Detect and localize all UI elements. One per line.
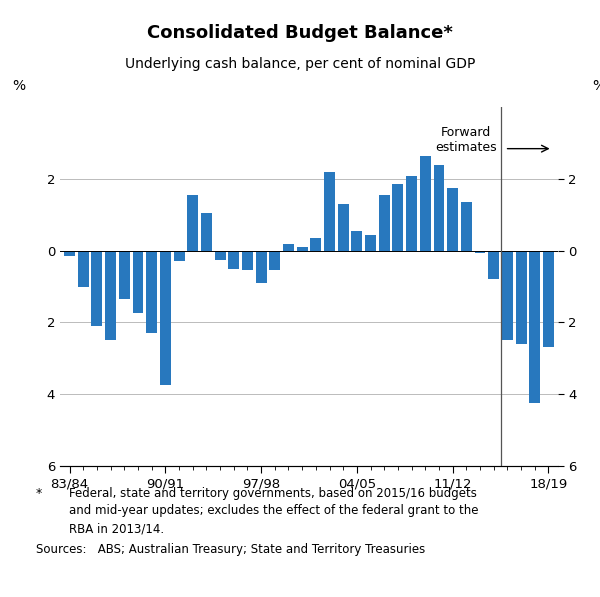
Bar <box>324 172 335 251</box>
Bar <box>187 195 198 251</box>
Bar <box>447 188 458 251</box>
Bar <box>91 251 103 326</box>
Bar <box>392 184 403 251</box>
Bar <box>105 251 116 340</box>
Bar <box>228 251 239 269</box>
Text: RBA in 2013/14.: RBA in 2013/14. <box>69 522 164 536</box>
Text: *: * <box>36 487 42 500</box>
Bar <box>160 251 171 385</box>
Text: %: % <box>13 79 26 93</box>
Bar <box>283 244 294 251</box>
Bar <box>256 251 266 283</box>
Bar <box>406 176 417 251</box>
Bar <box>310 238 322 251</box>
Bar <box>365 235 376 251</box>
Bar <box>269 251 280 270</box>
Bar <box>461 202 472 251</box>
Text: Forward
estimates: Forward estimates <box>436 126 497 153</box>
Bar <box>133 251 143 313</box>
Bar <box>529 251 540 403</box>
Text: Sources:   ABS; Australian Treasury; State and Territory Treasuries: Sources: ABS; Australian Treasury; State… <box>36 543 425 556</box>
Text: Federal, state and territory governments, based on 2015/16 budgets: Federal, state and territory governments… <box>69 487 477 500</box>
Bar <box>433 165 445 251</box>
Bar <box>64 251 75 256</box>
Bar <box>420 156 431 251</box>
Text: Underlying cash balance, per cent of nominal GDP: Underlying cash balance, per cent of nom… <box>125 57 475 70</box>
Bar <box>173 251 185 261</box>
Bar <box>488 251 499 279</box>
Bar <box>379 195 390 251</box>
Bar <box>352 231 362 251</box>
Bar <box>296 247 308 251</box>
Bar <box>543 251 554 347</box>
Bar <box>215 251 226 260</box>
Text: and mid-year updates; excludes the effect of the federal grant to the: and mid-year updates; excludes the effec… <box>69 504 479 518</box>
Bar <box>242 251 253 270</box>
Bar <box>502 251 513 340</box>
Bar <box>515 251 527 344</box>
Bar <box>201 213 212 251</box>
Bar <box>146 251 157 333</box>
Bar <box>475 251 485 253</box>
Bar <box>119 251 130 299</box>
Text: Consolidated Budget Balance*: Consolidated Budget Balance* <box>147 24 453 42</box>
Bar <box>78 251 89 287</box>
Bar <box>338 204 349 251</box>
Text: %: % <box>592 79 600 93</box>
